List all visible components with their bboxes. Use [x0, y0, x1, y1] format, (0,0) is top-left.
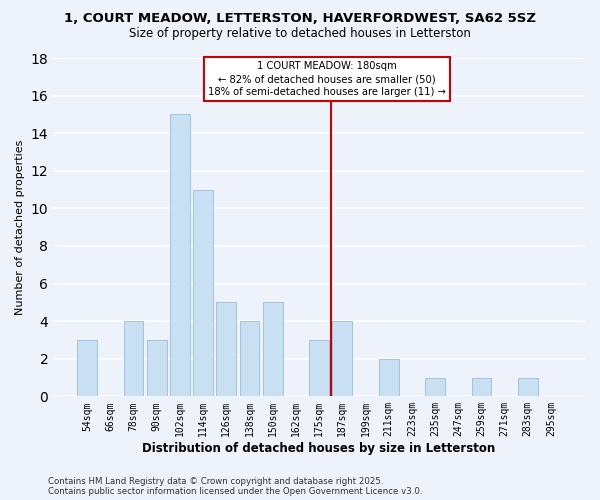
Bar: [124, 321, 143, 396]
Text: Contains HM Land Registry data © Crown copyright and database right 2025.: Contains HM Land Registry data © Crown c…: [48, 477, 383, 486]
Bar: [193, 190, 213, 396]
Text: Size of property relative to detached houses in Letterston: Size of property relative to detached ho…: [129, 28, 471, 40]
Bar: [379, 358, 398, 397]
Bar: [425, 378, 445, 396]
Bar: [332, 321, 352, 396]
Bar: [472, 378, 491, 396]
Bar: [217, 302, 236, 396]
Bar: [309, 340, 329, 396]
Bar: [170, 114, 190, 396]
Bar: [263, 302, 283, 396]
Y-axis label: Number of detached properties: Number of detached properties: [15, 140, 25, 315]
Bar: [518, 378, 538, 396]
Bar: [147, 340, 167, 396]
Bar: [239, 321, 259, 396]
Bar: [77, 340, 97, 396]
Text: 1 COURT MEADOW: 180sqm
← 82% of detached houses are smaller (50)
18% of semi-det: 1 COURT MEADOW: 180sqm ← 82% of detached…: [208, 61, 446, 97]
Text: 1, COURT MEADOW, LETTERSTON, HAVERFORDWEST, SA62 5SZ: 1, COURT MEADOW, LETTERSTON, HAVERFORDWE…: [64, 12, 536, 26]
Text: Contains public sector information licensed under the Open Government Licence v3: Contains public sector information licen…: [48, 487, 422, 496]
X-axis label: Distribution of detached houses by size in Letterston: Distribution of detached houses by size …: [142, 442, 496, 455]
